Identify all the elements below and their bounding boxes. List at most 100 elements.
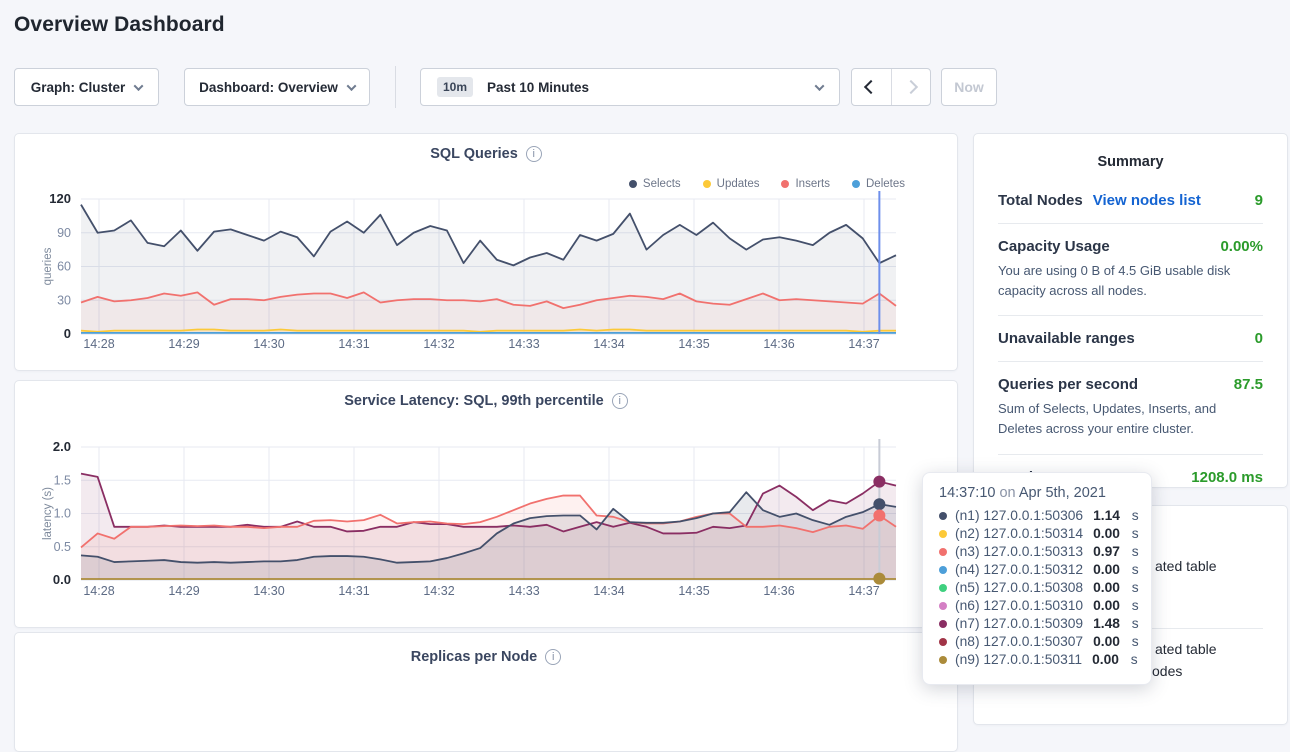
svg-text:2.0: 2.0 (53, 439, 71, 454)
tooltip-node-value: 0.00 (1093, 561, 1120, 579)
svg-text:14:30: 14:30 (253, 584, 284, 598)
svg-text:14:32: 14:32 (423, 584, 454, 598)
time-nav-group (851, 68, 931, 106)
chevron-right-icon (904, 80, 918, 94)
sql-queries-chart[interactable]: 030609012014:2814:2914:3014:3114:3214:33… (15, 134, 959, 372)
svg-text:0.5: 0.5 (54, 540, 71, 554)
svg-text:14:28: 14:28 (83, 337, 114, 351)
tooltip-node-label: (n5) 127.0.0.1:50308 (955, 579, 1083, 597)
svg-text:latency (s): latency (s) (42, 487, 54, 540)
sql-queries-card: SQL Queries i SelectsUpdatesInsertsDelet… (14, 133, 958, 371)
latency-card: Service Latency: SQL, 99th percentile i … (14, 380, 958, 628)
tooltip-node-row: (n7) 127.0.0.1:50309 1.48 s (939, 615, 1137, 633)
svg-text:14:28: 14:28 (83, 584, 114, 598)
tooltip-node-label: (n4) 127.0.0.1:50312 (955, 561, 1083, 579)
tooltip-node-unit: s (1127, 651, 1138, 669)
prev-range-button[interactable] (852, 69, 891, 105)
svg-text:14:31: 14:31 (338, 337, 369, 351)
summary-value: 9 (1255, 192, 1263, 209)
svg-text:90: 90 (57, 226, 71, 240)
event-text-fragment: ated table (1155, 558, 1217, 574)
event-text-fragment: ated table (1155, 641, 1217, 657)
view-nodes-link[interactable]: View nodes list (1093, 192, 1201, 209)
series-color-dot (939, 566, 947, 574)
tooltip-node-value: 0.00 (1093, 633, 1120, 651)
tooltip-node-label: (n9) 127.0.0.1:50311 (955, 651, 1082, 669)
next-range-button[interactable] (891, 69, 930, 105)
series-color-dot (939, 638, 947, 646)
svg-text:0.0: 0.0 (53, 572, 71, 587)
svg-text:60: 60 (57, 260, 71, 274)
tooltip-node-unit: s (1128, 579, 1139, 597)
summary-label: Total Nodes (998, 192, 1083, 209)
tooltip-node-row: (n4) 127.0.0.1:50312 0.00 s (939, 561, 1137, 579)
svg-text:30: 30 (57, 293, 71, 307)
latency-chart[interactable]: 0.00.51.01.52.014:2814:2914:3014:3114:32… (15, 381, 959, 629)
svg-text:1.5: 1.5 (54, 473, 71, 487)
svg-text:1.0: 1.0 (54, 507, 71, 521)
tooltip-node-row: (n5) 127.0.0.1:503080.00 s (939, 579, 1137, 597)
replicas-title: Replicas per Node (411, 649, 538, 665)
summary-value: 0 (1255, 330, 1263, 347)
page-title: Overview Dashboard (14, 13, 225, 37)
summary-row: Unavailable ranges 0 (998, 316, 1263, 362)
series-color-dot (939, 530, 947, 538)
tooltip-node-row: (n1) 127.0.0.1:503061.14 s (939, 507, 1137, 525)
svg-text:14:30: 14:30 (253, 337, 284, 351)
svg-text:0: 0 (64, 326, 71, 341)
summary-panel: Summary Total Nodes View nodes list 9 Capac… (973, 133, 1288, 488)
tooltip-node-row: (n2) 127.0.0.1:503140.00 s (939, 525, 1137, 543)
svg-text:14:37: 14:37 (848, 584, 879, 598)
tooltip-node-value: 0.00 (1092, 651, 1119, 669)
replicas-card: Replicas per Node i (14, 632, 958, 752)
chart-hover-tooltip: 14:37:10 on Apr 5th, 2021 (n1) 127.0.0.1… (922, 472, 1152, 685)
tooltip-node-row: (n8) 127.0.0.1:50307 0.00 s (939, 633, 1137, 651)
svg-text:14:34: 14:34 (593, 337, 624, 351)
tooltip-node-label: (n2) 127.0.0.1:50314 (955, 525, 1083, 543)
tooltip-node-unit: s (1128, 561, 1139, 579)
event-text-fragment: odes (1152, 663, 1182, 679)
chevron-down-icon (346, 81, 356, 91)
svg-text:14:35: 14:35 (678, 337, 709, 351)
tooltip-node-row: (n3) 127.0.0.1:50313 0.97 s (939, 543, 1137, 561)
dashboard-dropdown-label: Dashboard: Overview (199, 80, 338, 95)
svg-text:120: 120 (49, 191, 71, 206)
now-button[interactable]: Now (941, 68, 997, 106)
tooltip-node-unit: s (1128, 633, 1139, 651)
summary-label: Capacity Usage (998, 238, 1110, 255)
summary-value: 0.00% (1220, 238, 1263, 255)
tooltip-node-label: (n7) 127.0.0.1:50309 (955, 615, 1083, 633)
tooltip-node-row: (n9) 127.0.0.1:50311 0.00 s (939, 651, 1137, 669)
series-color-dot (939, 512, 947, 520)
svg-text:queries: queries (42, 247, 54, 285)
info-icon[interactable]: i (545, 649, 561, 665)
tooltip-node-value: 0.97 (1093, 543, 1120, 561)
summary-value: 1208.0 ms (1191, 469, 1263, 486)
summary-label: Unavailable ranges (998, 330, 1135, 347)
svg-text:14:32: 14:32 (423, 337, 454, 351)
summary-description: You are using 0 B of 4.5 GiB usable disk… (998, 261, 1263, 301)
summary-description: Sum of Selects, Updates, Inserts, and De… (998, 399, 1263, 439)
svg-text:14:37: 14:37 (848, 337, 879, 351)
summary-row: Total Nodes View nodes list 9 (998, 178, 1263, 224)
tooltip-node-label: (n3) 127.0.0.1:50313 (955, 543, 1083, 561)
tooltip-node-row: (n6) 127.0.0.1:503100.00 s (939, 597, 1137, 615)
tooltip-node-value: 1.48 (1093, 615, 1120, 633)
tooltip-node-label: (n8) 127.0.0.1:50307 (955, 633, 1083, 651)
dashboard-dropdown[interactable]: Dashboard: Overview (184, 68, 370, 106)
svg-text:14:35: 14:35 (678, 584, 709, 598)
summary-label: Queries per second (998, 376, 1138, 393)
tooltip-node-unit: s (1128, 615, 1139, 633)
svg-text:14:34: 14:34 (593, 584, 624, 598)
series-color-dot (939, 584, 947, 592)
tooltip-node-unit: s (1128, 525, 1139, 543)
tooltip-node-value: 1.14 (1093, 507, 1120, 525)
tooltip-node-label: (n1) 127.0.0.1:50306 (955, 507, 1083, 525)
time-range-picker[interactable]: 10m Past 10 Minutes (420, 68, 840, 106)
graph-dropdown[interactable]: Graph: Cluster (14, 68, 159, 106)
series-color-dot (939, 548, 947, 556)
series-color-dot (939, 656, 947, 664)
tooltip-node-unit: s (1128, 543, 1139, 561)
summary-title: Summary (998, 154, 1263, 170)
series-color-dot (939, 620, 947, 628)
